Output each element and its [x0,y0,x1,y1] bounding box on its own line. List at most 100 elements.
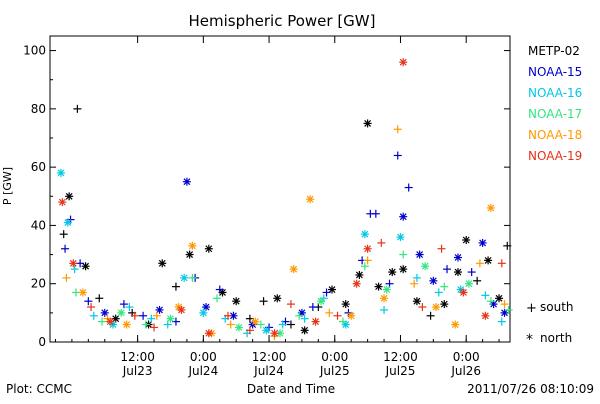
data-point-north [317,297,326,306]
data-point-south [497,259,506,268]
data-point-north [100,308,109,317]
data-point-north [363,119,372,128]
x-tick-label-date: Jul24 [253,364,284,378]
data-point-north [78,288,87,297]
data-point-south [84,297,93,306]
south-symbol: + [526,301,537,316]
data-point-north [489,300,498,309]
data-point-north [464,279,473,288]
data-point-south [226,320,235,329]
data-point-north [122,320,131,329]
data-point-north [273,294,282,303]
data-point-north [158,259,167,268]
data-point-south [87,303,96,312]
data-point-south [399,250,408,259]
data-point-north [289,265,298,274]
south-symbol-label: south [540,300,574,314]
data-point-south [363,256,372,265]
data-point-south [322,288,331,297]
data-point-south [333,311,342,320]
data-point-north [204,329,213,338]
data-point-south [481,291,490,300]
x-tick-label-time: 0:00 [453,350,480,364]
data-point-south [410,279,419,288]
data-point-north [58,198,67,207]
legend-entry: NOAA-16 [528,86,582,100]
data-point-north [462,236,471,244]
data-point-south [308,303,317,312]
y-tick-label: 0 [38,335,46,349]
data-point-north [106,317,115,326]
x-tick-label-date: Jul24 [187,364,218,378]
data-point-south [150,323,159,332]
x-tick-label-time: 12:00 [252,350,287,364]
data-point-north [495,294,504,303]
data-point-north [232,297,241,306]
data-point-south [467,268,476,277]
data-point-north [262,326,271,335]
data-point-north [388,268,397,277]
data-point-north [453,268,462,277]
x-axis-ticks: 12:00Jul230:00Jul2412:00Jul240:00Jul2512… [54,36,500,378]
data-point-south [434,288,443,297]
data-point-south [503,241,512,250]
data-point-south [213,294,222,303]
data-point-north [251,317,260,326]
plot-frame [49,35,511,343]
data-point-north [440,300,449,309]
data-point-north [421,262,430,271]
chart-title: Hemispheric Power [GW] [189,12,376,30]
x-tick-label-time: 12:00 [383,350,418,364]
north-symbol: * [526,332,533,348]
data-point-north [500,308,509,317]
data-point-south [500,300,509,309]
data-points [56,58,513,341]
data-point-south [73,104,82,113]
data-point-north [65,192,74,201]
legend-entry: NOAA-17 [528,107,582,121]
data-point-south [325,308,334,317]
x-tick-label-date: Jul26 [450,364,481,378]
data-point-south [380,305,389,314]
plot-credit: Plot: CCMC [6,382,72,396]
data-point-north [56,168,65,177]
data-point-north [69,259,78,268]
data-point-south [72,288,81,297]
x-tick-label-time: 0:00 [190,350,217,364]
data-point-north [453,253,462,262]
data-point-north [229,311,238,320]
data-point-south [360,262,369,271]
data-point-north [300,326,309,335]
data-point-north [177,305,186,314]
symbol-key: + south * north [526,300,574,348]
data-point-north [429,276,438,285]
data-point-south [188,273,197,282]
data-point-south [70,265,79,274]
data-point-north [415,250,424,259]
data-point-north [311,317,320,326]
data-point-south [286,300,295,309]
data-point-north [188,241,197,250]
data-point-south [130,311,139,320]
data-point-north [360,230,369,239]
data-point-south [295,311,304,320]
data-point-south [300,314,309,323]
data-point-north [363,244,372,253]
data-point-south [497,317,506,326]
data-point-south [486,297,495,306]
x-axis-label: Date and Time [247,382,335,396]
data-point-south [147,314,156,323]
x-tick-label-time: 0:00 [321,350,348,364]
legend-entry: NOAA-18 [528,128,582,142]
data-point-north [486,203,495,212]
y-tick-label: 80 [31,102,46,116]
data-point-south [404,183,413,192]
data-point-south [98,317,107,326]
data-point-south [59,230,68,239]
data-point-south [426,311,435,320]
legend-entry: NOAA-19 [528,149,582,163]
data-point-south [278,320,287,329]
data-point-north [374,282,383,291]
